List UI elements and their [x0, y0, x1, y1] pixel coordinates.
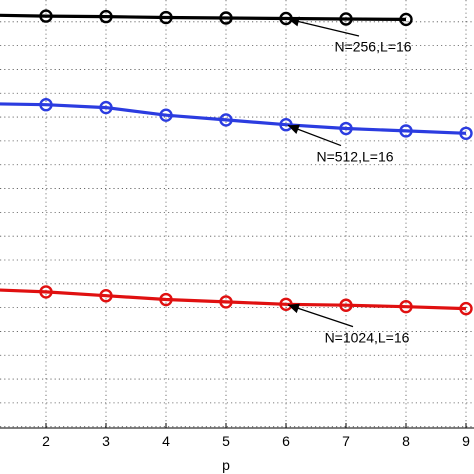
annotation-arrowhead-0	[287, 16, 300, 27]
series-point-1-1	[39, 98, 53, 112]
series-point-1-6	[339, 121, 353, 136]
series-group	[0, 9, 473, 316]
x-tick-label-8: 8	[402, 433, 410, 449]
series-point-2-3	[159, 292, 173, 307]
series-point-2-1	[39, 285, 53, 299]
series-point-1-2	[99, 100, 113, 115]
x-axis: 2 3 4 5 6 7 8 9 p	[0, 423, 474, 473]
series-point-1-7	[399, 124, 413, 138]
series-point-1-3	[159, 108, 173, 122]
series-point-2-6	[339, 298, 353, 312]
series-point-0-1	[39, 9, 53, 23]
series-point-0-2	[99, 9, 113, 24]
annotation-label-1: N=512,L=16	[316, 148, 393, 164]
series-point-1-8	[459, 126, 473, 140]
x-tick-label-3: 3	[102, 433, 110, 449]
series-point-2-8	[459, 301, 473, 316]
x-tick-label-4: 4	[162, 433, 170, 449]
annotation-label-0: N=256,L=16	[334, 39, 411, 55]
annotation-arrow-2	[287, 304, 354, 328]
series-line-1	[0, 102, 467, 135]
series-point-0-6	[339, 12, 353, 26]
grid	[0, 0, 474, 428]
annotations: N=256,L=16 N=512,L=16 N=1024,L=16	[287, 16, 412, 345]
annotation-arrow-0	[287, 18, 360, 37]
annotation-arrowhead-1	[287, 124, 300, 134]
annotation-label-2: N=1024,L=16	[325, 329, 410, 345]
x-tick-label-5: 5	[222, 433, 230, 449]
series-point-0-7	[399, 12, 413, 27]
annotation-arrowhead-2	[287, 303, 300, 314]
series-point-0-3	[159, 10, 173, 25]
series-point-2-5	[279, 297, 293, 311]
series-point-2-7	[399, 299, 413, 314]
series-line-0	[0, 13, 407, 21]
x-tick-label-6: 6	[282, 433, 290, 449]
series-point-1-4	[219, 113, 233, 127]
series-point-0-4	[219, 11, 233, 25]
x-tick-label-2: 2	[42, 433, 50, 449]
x-axis-label: p	[222, 457, 230, 473]
series-point-2-4	[219, 295, 233, 309]
series-point-2-2	[99, 289, 113, 303]
series-point-1-5	[279, 118, 293, 132]
x-tick-label-9: 9	[462, 433, 470, 449]
x-tick-label-7: 7	[342, 433, 350, 449]
series-line-2	[0, 288, 467, 311]
